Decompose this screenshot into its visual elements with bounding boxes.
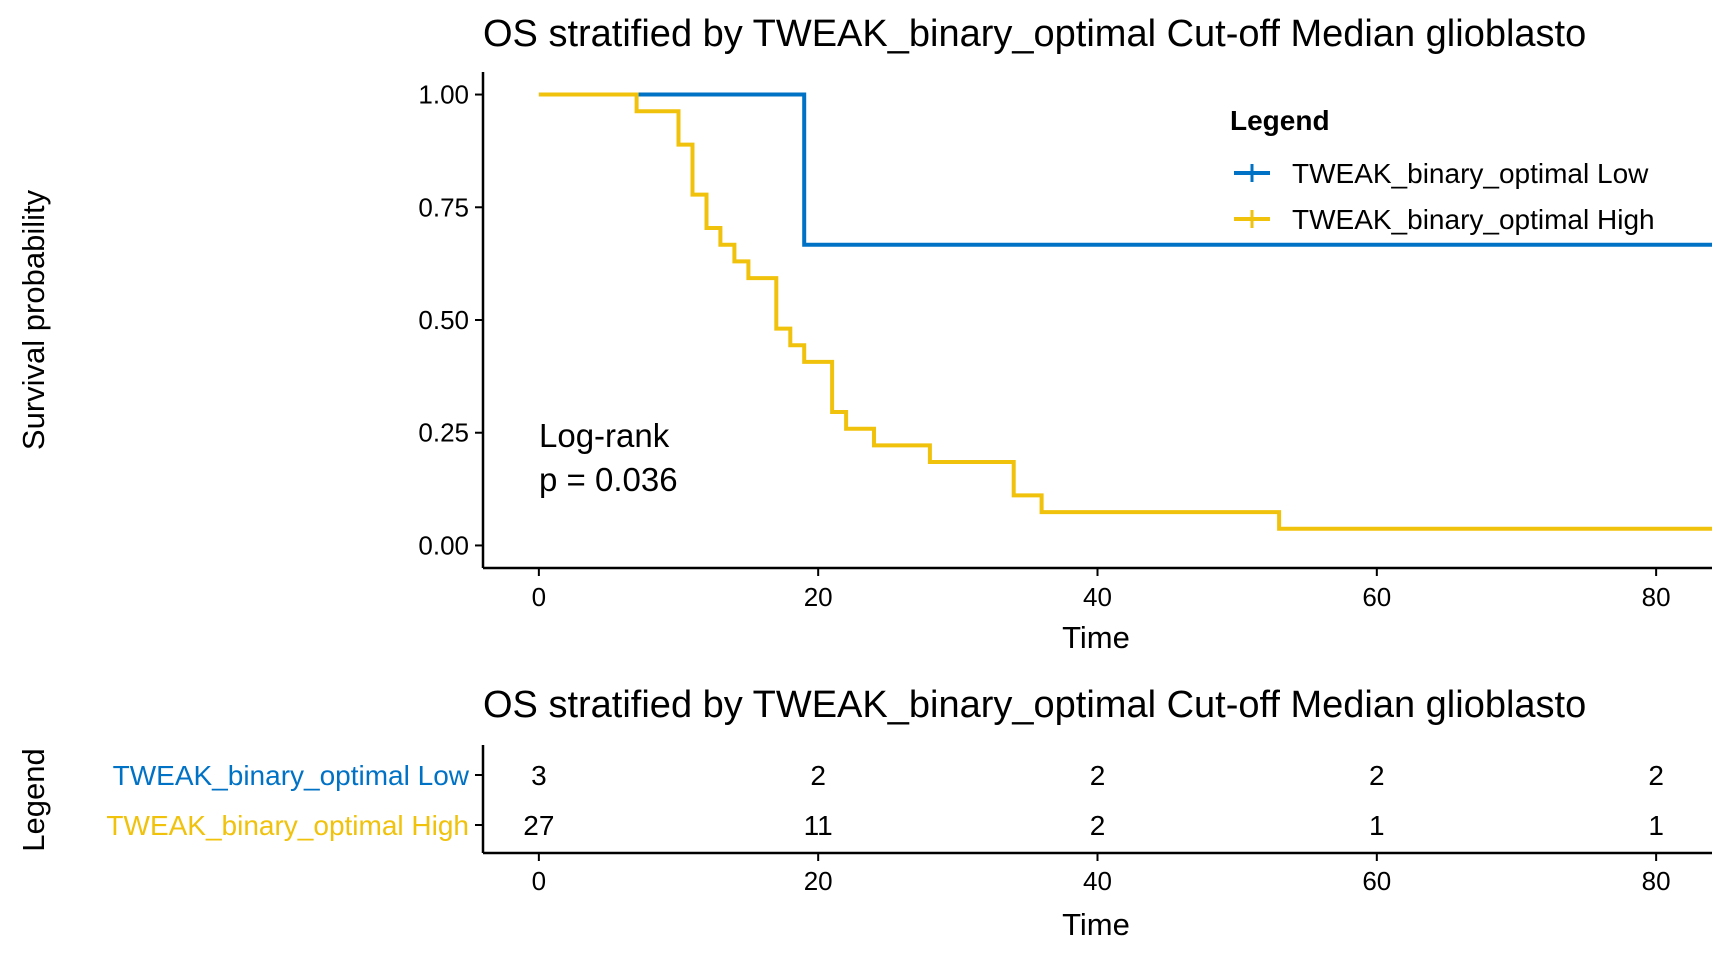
- y-tick-label: 0.50: [418, 305, 469, 335]
- survival-curve-high: [538, 92, 1712, 531]
- log-rank-label: Log-rank: [539, 417, 670, 454]
- legend-key: [1234, 210, 1270, 228]
- x-tick-label: 80: [1642, 582, 1671, 612]
- y-tick-label: 1.00: [418, 80, 469, 110]
- survival-axes: 0.00 0.25 0.50 0.75 1.00 0 20 40 60 80: [418, 72, 1712, 612]
- risk-table-panel: OS stratified by TWEAK_binary_optimal Cu…: [16, 684, 1712, 942]
- risk-x-tick-label: 60: [1362, 866, 1391, 896]
- risk-count: 11: [804, 810, 833, 841]
- x-tick-label: 60: [1362, 582, 1391, 612]
- survival-x-axis-title: Time: [1062, 620, 1130, 655]
- risk-x-tick-label: 80: [1642, 866, 1671, 896]
- risk-x-tick-label: 40: [1083, 866, 1112, 896]
- survival-legend: Legend TWEAK_binary_optimal Low TWEAK_bin…: [1210, 105, 1712, 238]
- x-tick-label: 20: [804, 582, 833, 612]
- survival-curve-panel: OS stratified by TWEAK_binary_optimal Cu…: [16, 13, 1712, 655]
- y-tick-label: 0.00: [418, 530, 469, 560]
- survival-chart-title: OS stratified by TWEAK_binary_optimal Cu…: [483, 13, 1586, 55]
- risk-count: 27: [523, 810, 554, 841]
- y-tick-label: 0.25: [418, 418, 469, 448]
- log-rank-annotation: Log-rank p = 0.036: [539, 417, 678, 498]
- risk-table-cells: 3 2 2 2 227 11 2 1 1: [523, 760, 1664, 841]
- legend-label: TWEAK_binary_optimal High: [1292, 204, 1655, 235]
- risk-table-title: OS stratified by TWEAK_binary_optimal Cu…: [483, 684, 1586, 726]
- x-tick-label: 40: [1083, 582, 1112, 612]
- risk-table-y-axis-title: Legend: [16, 748, 51, 851]
- log-rank-p-value: p = 0.036: [539, 461, 678, 498]
- survival-y-axis-title: Survival probability: [16, 189, 51, 450]
- risk-count: 1: [1369, 810, 1385, 841]
- risk-count: 2: [810, 760, 826, 791]
- risk-x-tick-label: 20: [804, 866, 833, 896]
- x-tick-label: 0: [532, 582, 546, 612]
- legend-key: [1234, 164, 1270, 182]
- risk-count: 2: [1090, 760, 1106, 791]
- risk-count: 2: [1369, 760, 1385, 791]
- y-tick-label: 0.75: [418, 192, 469, 222]
- risk-count: 2: [1090, 810, 1106, 841]
- risk-row-label-high: TWEAK_binary_optimal High: [106, 810, 469, 841]
- risk-table-x-axis-title: Time: [1062, 907, 1130, 942]
- risk-x-tick-label: 0: [532, 866, 546, 896]
- legend-label: TWEAK_binary_optimal Low: [1292, 158, 1649, 189]
- risk-count: 2: [1648, 760, 1664, 791]
- risk-count: 3: [531, 760, 547, 791]
- legend-title: Legend: [1230, 105, 1330, 136]
- risk-table-axes: 0 20 40 60 80 TWEAK_binary_optimal Low TWEAK_b…: [106, 745, 1712, 896]
- survival-curves: [538, 92, 1712, 531]
- survival-curve-low: [538, 92, 1712, 247]
- risk-count: 1: [1648, 810, 1664, 841]
- risk-row-label-low: TWEAK_binary_optimal Low: [113, 760, 470, 791]
- legend-background: [1210, 146, 1712, 238]
